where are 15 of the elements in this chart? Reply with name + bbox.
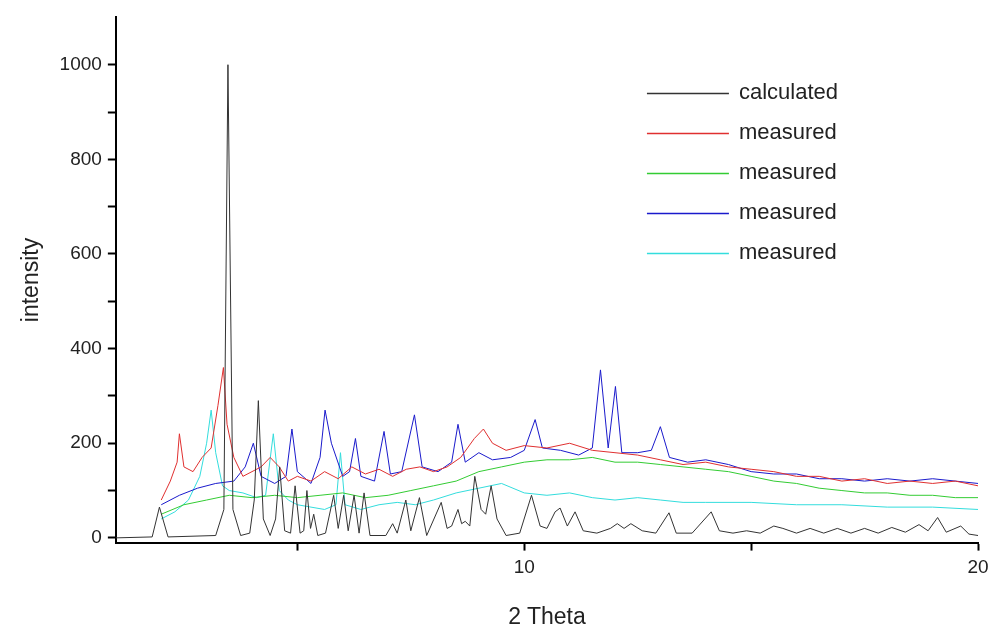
legend-label: measured [738,159,837,185]
y-tick-label: 200 [70,431,102,453]
x-axis-title: 2 Theta [508,602,586,629]
y-tick-label: 400 [70,336,102,358]
legend-label: measured [738,199,837,225]
x-tick-label: 20 [967,556,989,578]
y-tick-label: 600 [70,242,102,264]
y-axis-title: intensity [17,237,44,323]
y-tick-label: 1000 [59,52,102,74]
legend-label: calculated [738,79,839,105]
legend-label: measured [738,119,837,145]
y-tick-label: 0 [91,526,102,548]
y-tick-label: 800 [70,147,102,169]
x-tick-label: 10 [513,556,535,578]
legend-label: measured [738,239,837,265]
